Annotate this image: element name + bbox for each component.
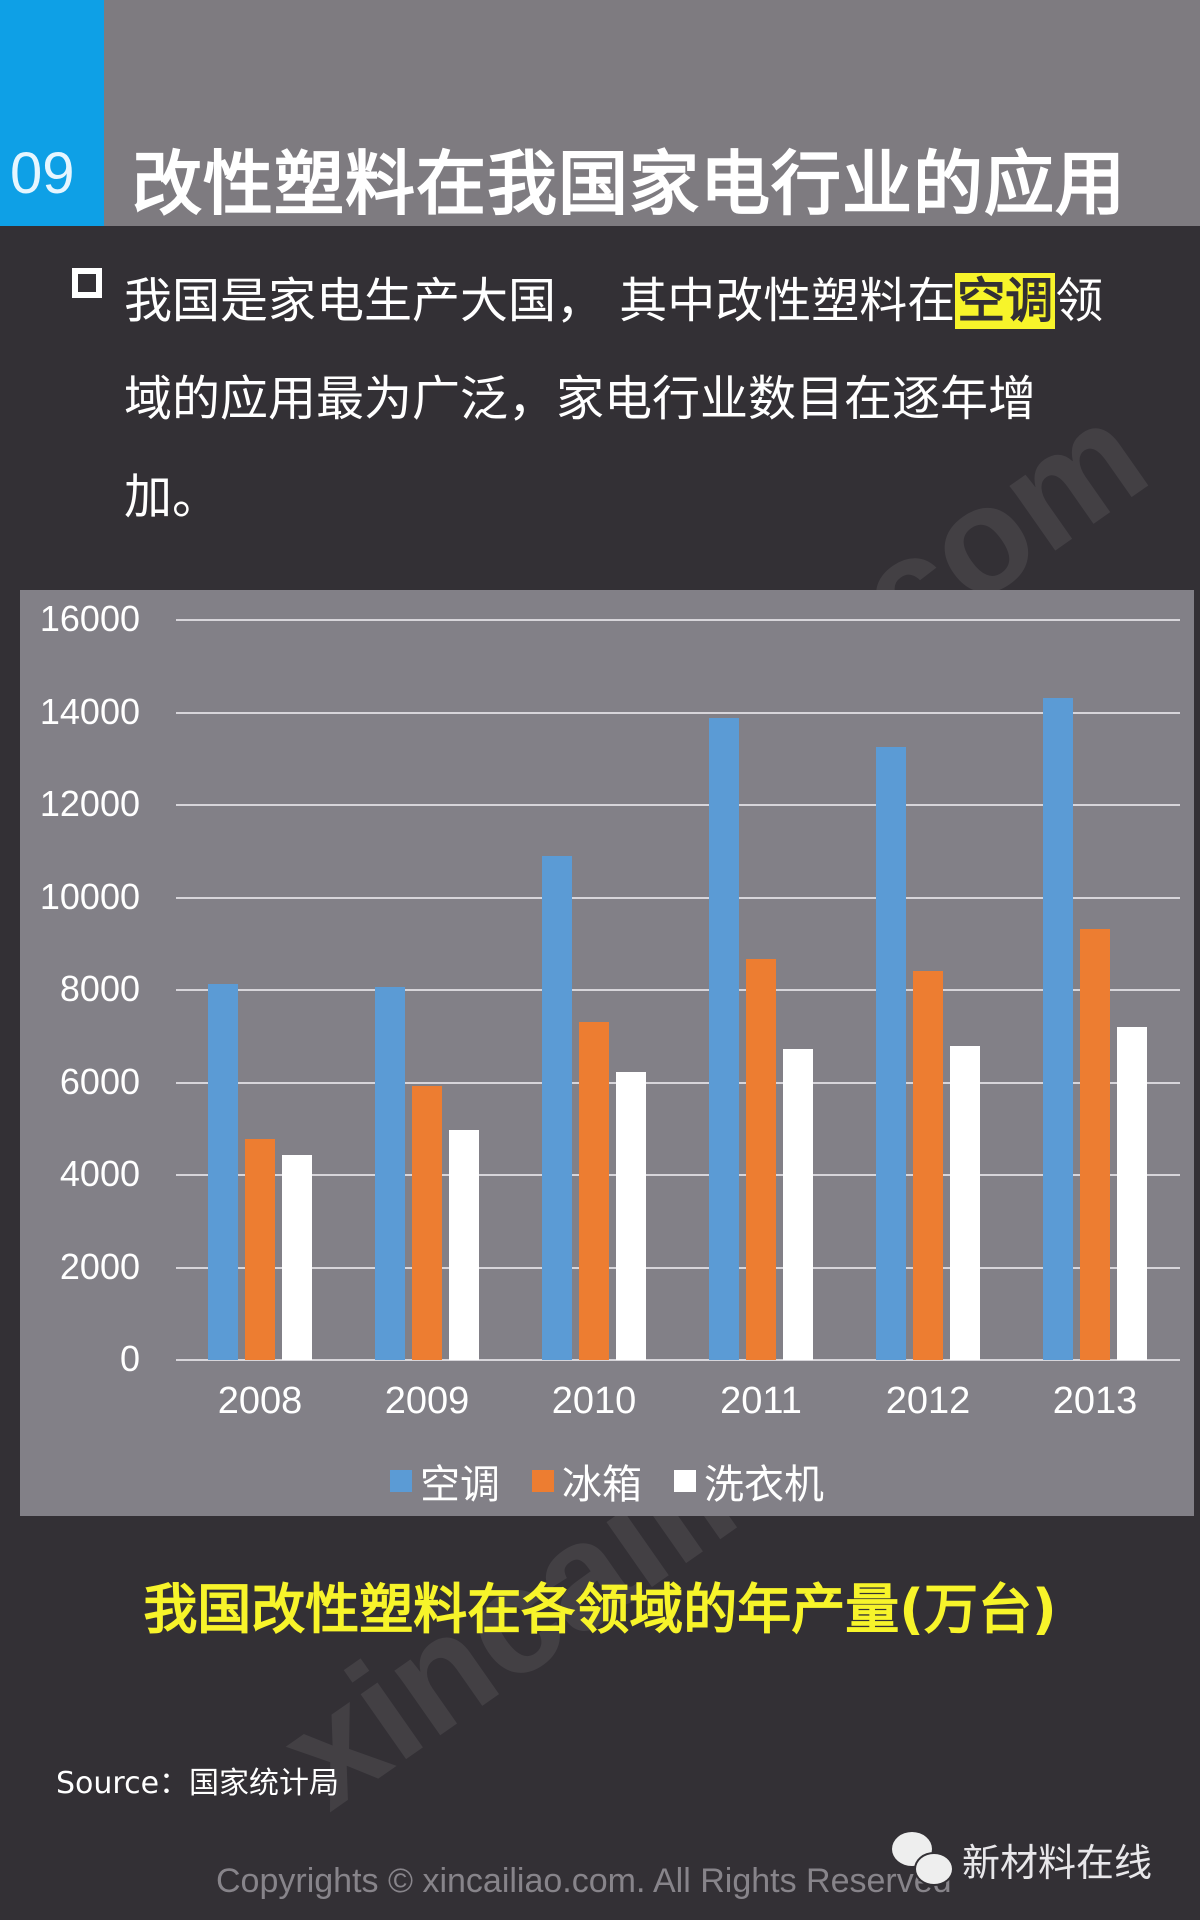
section-tab: 09: [0, 0, 104, 226]
legend-item-fridge: 冰箱: [532, 1452, 642, 1510]
bar-2009-2: [449, 1130, 479, 1360]
x-tick-label: 2012: [885, 1380, 971, 1422]
intro-text-1: 我国是家电生产大国， 其中改性塑料在: [124, 273, 956, 329]
bar-2011-1: [746, 959, 776, 1360]
y-tick-label: 12000: [39, 783, 140, 824]
gridline: [176, 711, 1180, 714]
y-tick-label: 14000: [39, 690, 140, 732]
bar-2008-0: [208, 983, 238, 1360]
source-note: Source：国家统计局: [56, 1766, 340, 1801]
bullet-square-icon: [72, 268, 102, 298]
gridline: [176, 619, 1180, 621]
brand-name: 新材料在线: [962, 1840, 1153, 1885]
bar-2009-1: [412, 1086, 442, 1360]
highlight-aircon: 空调: [955, 273, 1056, 329]
x-tick-label: 2013: [1052, 1380, 1138, 1422]
gridline: [176, 804, 1180, 806]
x-tick-label: 2010: [551, 1380, 637, 1422]
gridline: [176, 1359, 1180, 1361]
bar-2008-1: [245, 1138, 275, 1360]
bar-2013-0: [1043, 697, 1073, 1360]
y-tick-label: 8000: [59, 968, 140, 1009]
section-number: 09: [10, 141, 75, 206]
gridline: [176, 1081, 1180, 1084]
bar-2011-0: [709, 717, 739, 1360]
bar-2013-1: [1080, 928, 1110, 1360]
bar-2011-2: [783, 1049, 813, 1360]
x-tick-label: 2008: [217, 1380, 303, 1422]
page-title: 改性塑料在我国家电行业的应用: [132, 143, 1126, 225]
header-bar: 09 改性塑料在我国家电行业的应用: [0, 0, 1200, 226]
legend-item-aircon: 空调: [390, 1452, 500, 1510]
y-tick-label: 16000: [39, 598, 140, 639]
legend-swatch-blue: [390, 1470, 412, 1492]
bar-2010-0: [542, 856, 572, 1360]
gridline: [176, 896, 1180, 899]
x-tick-label: 2009: [384, 1380, 470, 1422]
y-tick-label: 2000: [59, 1245, 140, 1287]
gridline: [176, 1266, 1180, 1269]
brand-badge: 新材料在线: [892, 1828, 1152, 1890]
bar-2012-1: [913, 971, 943, 1360]
bar-2013-2: [1117, 1027, 1147, 1360]
bar-2012-2: [950, 1045, 980, 1360]
x-tick-label: 2011: [720, 1380, 802, 1422]
legend-swatch-white: [674, 1470, 696, 1492]
gridline: [176, 1174, 1180, 1176]
bar-2012-0: [876, 746, 906, 1360]
bar-2010-2: [616, 1071, 646, 1360]
bar-2008-2: [282, 1154, 312, 1360]
bar-2010-1: [579, 1021, 609, 1360]
chart-caption: 我国改性塑料在各领域的年产量(万台): [143, 1578, 1057, 1641]
bar-2009-0: [375, 986, 405, 1360]
gridline: [176, 989, 1180, 991]
y-tick-label: 6000: [59, 1060, 140, 1102]
bar-chart: 16000 14000 12000 10000 8000 6000 4000 2000 0 20…: [20, 590, 1194, 1516]
y-tick-label: 10000: [39, 875, 140, 917]
intro-paragraph: 我国是家电生产大国， 其中改性塑料在空调领域的应用最为广泛，家电行业数目在逐年增…: [124, 252, 1124, 546]
legend-item-washer: 洗衣机: [674, 1452, 824, 1510]
legend-swatch-orange: [532, 1470, 554, 1492]
y-tick-label: 0: [119, 1338, 140, 1379]
intro-text-2: 领域的应用最为广泛，家电行业数目在逐年增加。: [124, 273, 1104, 525]
chart-legend: 空调 冰箱 洗衣机: [20, 1452, 1194, 1510]
copyright-notice: Copyrights © xincailiao.com. All Rights …: [216, 1862, 952, 1900]
y-tick-label: 4000: [59, 1153, 140, 1194]
wechat-icon: [892, 1828, 954, 1890]
